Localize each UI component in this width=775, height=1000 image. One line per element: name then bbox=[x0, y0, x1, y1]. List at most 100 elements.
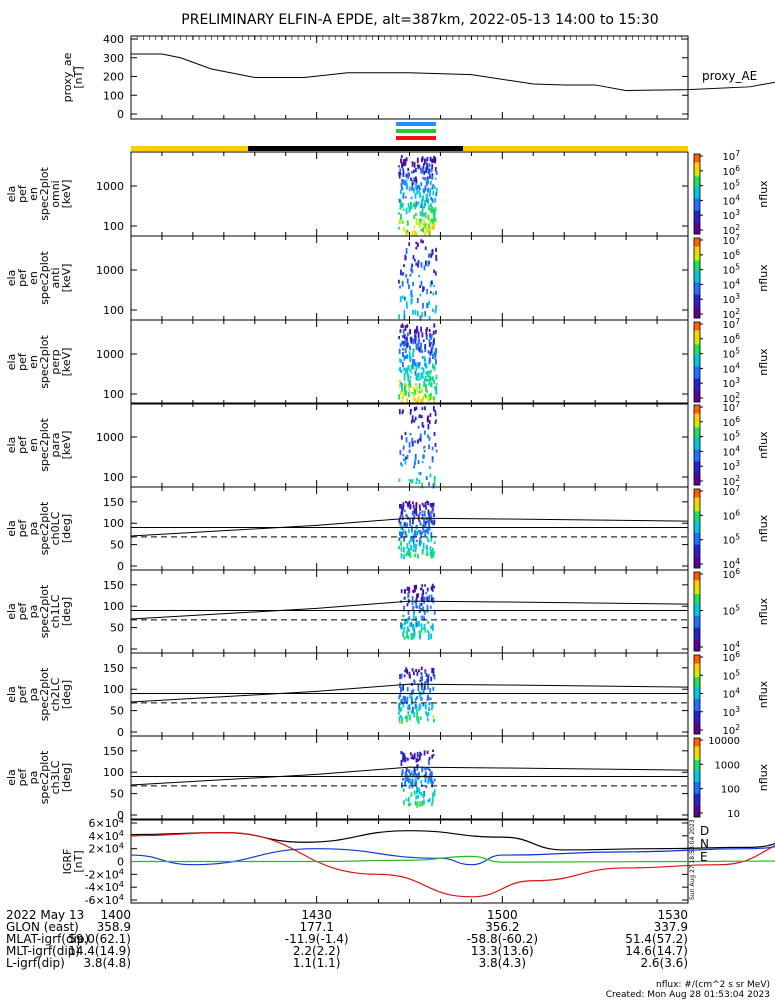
spectrogram-pixel bbox=[420, 415, 423, 419]
spectrogram-pixel bbox=[414, 530, 416, 536]
spectrogram-pixel bbox=[428, 370, 430, 374]
spectrogram-pixel bbox=[428, 526, 431, 531]
spectrogram-pixel bbox=[428, 635, 430, 640]
spectrogram-pixel bbox=[410, 794, 413, 798]
spectrogram-pixel bbox=[432, 212, 435, 218]
colorbar-cell bbox=[694, 421, 700, 424]
colorbar-cell bbox=[694, 706, 700, 709]
spectrogram-pixel bbox=[430, 597, 433, 602]
spectrogram-pixel bbox=[412, 309, 414, 315]
colorbar-cell bbox=[694, 625, 700, 628]
spectrogram-pixel bbox=[420, 596, 423, 600]
colorbar-tick-label: 105 bbox=[722, 179, 740, 193]
spectrogram-pixel bbox=[422, 286, 424, 292]
spectrogram-pixel bbox=[433, 541, 436, 544]
spectrogram-pixel bbox=[434, 217, 437, 222]
spectrogram-pixel bbox=[416, 713, 418, 720]
colorbar-cell bbox=[694, 380, 700, 383]
spectrogram-pixel bbox=[402, 272, 405, 275]
spectrogram-pixel bbox=[411, 784, 414, 789]
spectrogram-pixel bbox=[415, 347, 418, 350]
spectrogram-pixel bbox=[429, 351, 432, 356]
colorbar-cell bbox=[694, 398, 700, 401]
spectrogram-pixel bbox=[404, 619, 406, 625]
colorbar-cell bbox=[694, 708, 700, 711]
spectrogram-pixel bbox=[413, 671, 415, 676]
spectrogram-pixel bbox=[432, 749, 434, 752]
colorbar-label-text: nflux bbox=[757, 514, 770, 542]
colorbar-cell bbox=[694, 473, 700, 476]
spectrogram-pixel bbox=[420, 603, 423, 606]
footer-value: 177.1 bbox=[299, 920, 333, 934]
spectrogram-pixel bbox=[434, 197, 437, 203]
footer-value: 59.0(62.1) bbox=[68, 932, 131, 946]
colorbar-cell bbox=[694, 431, 700, 434]
spectrogram-pixel bbox=[415, 343, 418, 348]
spectrogram-pixel bbox=[406, 669, 409, 675]
spectrogram-pixel bbox=[432, 597, 435, 604]
spectrogram-pixel bbox=[423, 596, 425, 602]
colorbar-cell bbox=[694, 156, 700, 159]
spectrogram-pixel bbox=[409, 410, 412, 415]
spectrogram-pixel bbox=[419, 704, 422, 710]
colorbar-cell bbox=[694, 160, 700, 163]
spectrogram-pixel bbox=[419, 511, 421, 515]
colorbar-cell bbox=[694, 455, 700, 458]
spectrogram-pixel bbox=[429, 218, 431, 225]
spectrogram-pixel bbox=[405, 771, 407, 774]
spectrogram-pixel bbox=[433, 778, 436, 782]
footer-value: 51.4(57.2) bbox=[625, 932, 688, 946]
spectrogram-pixel bbox=[409, 504, 412, 510]
spectrogram-pixel bbox=[416, 297, 419, 304]
spectrogram-pixel bbox=[428, 375, 431, 381]
spectrogram-pixel bbox=[434, 177, 437, 180]
colorbar-cell bbox=[694, 433, 700, 436]
spectrogram-pixel bbox=[414, 588, 416, 593]
spectrogram-pixel bbox=[433, 323, 436, 328]
colorbar-cell bbox=[694, 807, 700, 810]
colorbar-cell bbox=[694, 615, 700, 618]
spectrogram-pixel bbox=[426, 698, 429, 701]
spectrogram-pixel bbox=[429, 688, 432, 693]
spectrogram-pixel bbox=[398, 712, 400, 715]
colorbar-cell bbox=[694, 490, 700, 494]
colorbar-tick-label: 105 bbox=[722, 668, 740, 682]
colorbar-cell bbox=[694, 304, 700, 307]
spectrogram-pixel bbox=[400, 540, 403, 546]
colorbar-cell bbox=[694, 815, 700, 818]
y-tick-label: -4×104 bbox=[85, 879, 124, 894]
colorbar-frame bbox=[693, 488, 701, 569]
spectrogram-pixel bbox=[411, 269, 414, 274]
colorbar-cell bbox=[694, 457, 700, 460]
spectrogram-pixel bbox=[423, 750, 426, 756]
spectrogram-pixel bbox=[426, 157, 429, 162]
colorbar-frame bbox=[693, 321, 701, 403]
colorbar-cell bbox=[694, 530, 700, 533]
spectrogram-pixel bbox=[399, 531, 402, 535]
colorbar-tick-label: 1000 bbox=[715, 760, 740, 771]
spectrogram-pixel bbox=[418, 189, 421, 194]
spectrogram-pixel bbox=[420, 624, 423, 631]
colorbar-cell bbox=[694, 579, 700, 583]
spectrogram-pixel bbox=[411, 295, 414, 298]
ylabel-line: pef bbox=[16, 685, 29, 704]
spectrogram-pixel bbox=[419, 507, 421, 511]
spectrogram-pixel bbox=[422, 425, 425, 428]
spectrogram-pixel bbox=[417, 776, 419, 780]
proxy-ae-line bbox=[131, 53, 775, 92]
footer-value: 2.2(2.2) bbox=[293, 944, 341, 958]
spectrogram-pixel bbox=[427, 424, 430, 430]
spectrogram-pixel bbox=[426, 518, 429, 524]
spectrogram-pixel bbox=[421, 800, 424, 807]
spectrogram-pixel bbox=[430, 392, 432, 397]
spectrogram-pixel bbox=[415, 168, 417, 173]
spectrogram-pixel bbox=[402, 335, 404, 338]
colorbar-cell bbox=[694, 597, 700, 601]
spectrogram-pixel bbox=[414, 704, 417, 708]
y-tick-label: 100 bbox=[103, 600, 124, 613]
spectrogram-pixel bbox=[430, 334, 433, 338]
spectrogram-pixel bbox=[406, 543, 409, 546]
orbit-bar-black bbox=[248, 146, 463, 151]
spectrogram-pixel bbox=[424, 610, 426, 613]
spectrogram-pixel bbox=[428, 756, 431, 761]
